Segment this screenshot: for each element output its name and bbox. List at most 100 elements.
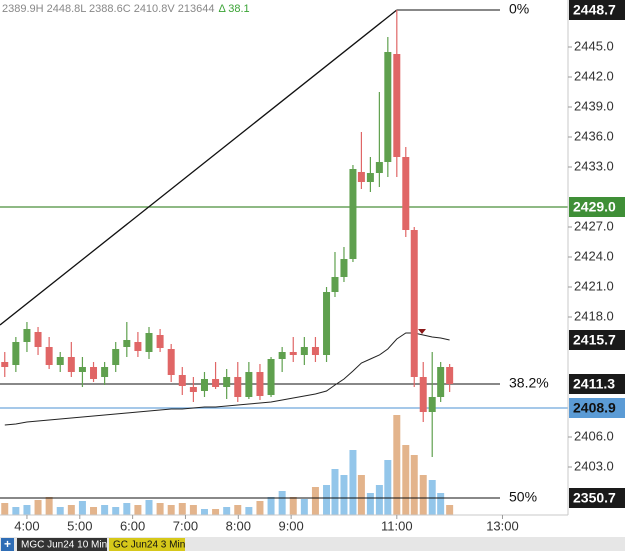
- candle-body: [101, 367, 109, 377]
- volume-bar: [112, 507, 120, 515]
- volume-bar: [101, 505, 109, 515]
- candle-body: [90, 367, 98, 379]
- volume-bar: [349, 450, 357, 515]
- candle-body: [223, 377, 231, 387]
- x-tick-label: 5:00: [67, 518, 92, 533]
- header-bg: [0, 0, 300, 17]
- candle-body: [289, 352, 297, 355]
- price-flag-label: 2415.7: [573, 332, 616, 348]
- fib-trend-line: [0, 9, 398, 326]
- volume-bar: [134, 505, 142, 515]
- candle-body: [437, 367, 445, 397]
- volume-bar: [23, 505, 31, 515]
- price-flag: [569, 488, 625, 508]
- change-text: Δ 38.1: [218, 3, 249, 15]
- candle-body: [178, 375, 186, 386]
- candle-body: [349, 169, 357, 259]
- marker: [418, 329, 426, 334]
- x-tick-label: 7:00: [173, 518, 198, 533]
- volume-bar: [446, 505, 454, 515]
- candle-body: [357, 172, 365, 182]
- candle-body: [212, 379, 220, 387]
- candle-body: [134, 342, 142, 351]
- price-flag: [569, 0, 625, 20]
- candle-body: [300, 347, 308, 355]
- x-tick-label: 6:00: [120, 518, 145, 533]
- candle-body: [256, 372, 264, 396]
- candle-body: [189, 387, 197, 392]
- price-flag: [569, 330, 625, 350]
- volume-bar: [357, 475, 365, 515]
- volume-bar: [402, 445, 410, 515]
- volume-bar: [289, 497, 297, 515]
- candle-body: [311, 347, 319, 355]
- volume-bar: [45, 497, 53, 515]
- volume-bar: [200, 509, 208, 515]
- tabs: + MGC Jun24 10 Min GC Jun24 3 Min: [1, 537, 185, 551]
- candle-body: [323, 292, 331, 355]
- price-flag-label: 2429.0: [573, 199, 616, 215]
- candle-body: [112, 349, 120, 365]
- volume-bar: [78, 501, 86, 515]
- candle-body: [200, 379, 208, 391]
- volume-bar: [267, 497, 275, 515]
- volume-bar: [167, 505, 175, 515]
- volume-bar: [393, 415, 401, 515]
- x-tick-label: 13:00: [486, 518, 519, 533]
- y-tick-label: 2433.0: [574, 158, 614, 173]
- tab-label[interactable]: MGC Jun24 10 Min: [21, 540, 107, 551]
- x-tick-label: 4:00: [14, 518, 39, 533]
- candle-body: [23, 329, 31, 342]
- candle-body: [167, 349, 175, 375]
- price-flag-label: 2448.7: [573, 2, 616, 18]
- volume-bar: [56, 507, 64, 515]
- tab[interactable]: [17, 538, 107, 551]
- price-flag: [569, 197, 625, 217]
- x-tick-label: 8:00: [226, 518, 251, 533]
- candle-body: [45, 347, 53, 365]
- ohlc-text: 2389.9H 2448.8L 2388.6C 2410.8V 213644: [2, 3, 214, 15]
- volume-bar: [340, 475, 348, 515]
- candle-body: [331, 277, 339, 292]
- candle-body: [393, 54, 401, 157]
- moving-average: [4, 332, 450, 426]
- header: 2389.9H 2448.8L 2388.6C 2410.8V 213644 Δ …: [2, 3, 250, 15]
- candle-body: [234, 377, 242, 397]
- y-tick-label: 2424.0: [574, 248, 614, 263]
- volume-bar: [278, 491, 286, 515]
- tab-label[interactable]: GC Jun24 3 Min: [113, 540, 185, 551]
- volume-bar: [212, 509, 220, 515]
- plot-area: 0% 38.2% 50%: [0, 1, 568, 515]
- volume-bar: [1, 503, 9, 515]
- price-flag: [569, 374, 625, 394]
- add-button-label[interactable]: +: [4, 537, 11, 551]
- candle-body: [375, 162, 383, 173]
- candle-body: [428, 397, 436, 412]
- candle-body: [123, 340, 131, 347]
- y-tick-label: 2403.0: [574, 458, 614, 473]
- price-flag-label: 2350.7: [573, 490, 616, 506]
- candle-body: [56, 357, 64, 365]
- y-tick-label: 2418.0: [574, 308, 614, 323]
- fib-level-label: 50%: [509, 489, 537, 505]
- volume-bar: [437, 493, 445, 515]
- candle-body: [156, 335, 164, 348]
- tab[interactable]: [109, 538, 185, 551]
- volume-bar: [34, 500, 42, 515]
- volume-bar: [156, 503, 164, 515]
- volume-bar: [256, 501, 264, 515]
- candle-body: [267, 359, 275, 395]
- fib-level-label: 0%: [509, 1, 529, 17]
- candle-body: [278, 352, 286, 359]
- volume-bar: [419, 475, 427, 515]
- candle-body: [384, 52, 392, 162]
- add-button[interactable]: [1, 538, 14, 551]
- x-tick-label: 11:00: [381, 518, 413, 533]
- candle-body: [145, 333, 153, 352]
- candle-body: [34, 332, 42, 347]
- volume-bar: [331, 469, 339, 515]
- y-tick-label: 2445.0: [574, 38, 614, 53]
- volume-bar: [189, 505, 197, 515]
